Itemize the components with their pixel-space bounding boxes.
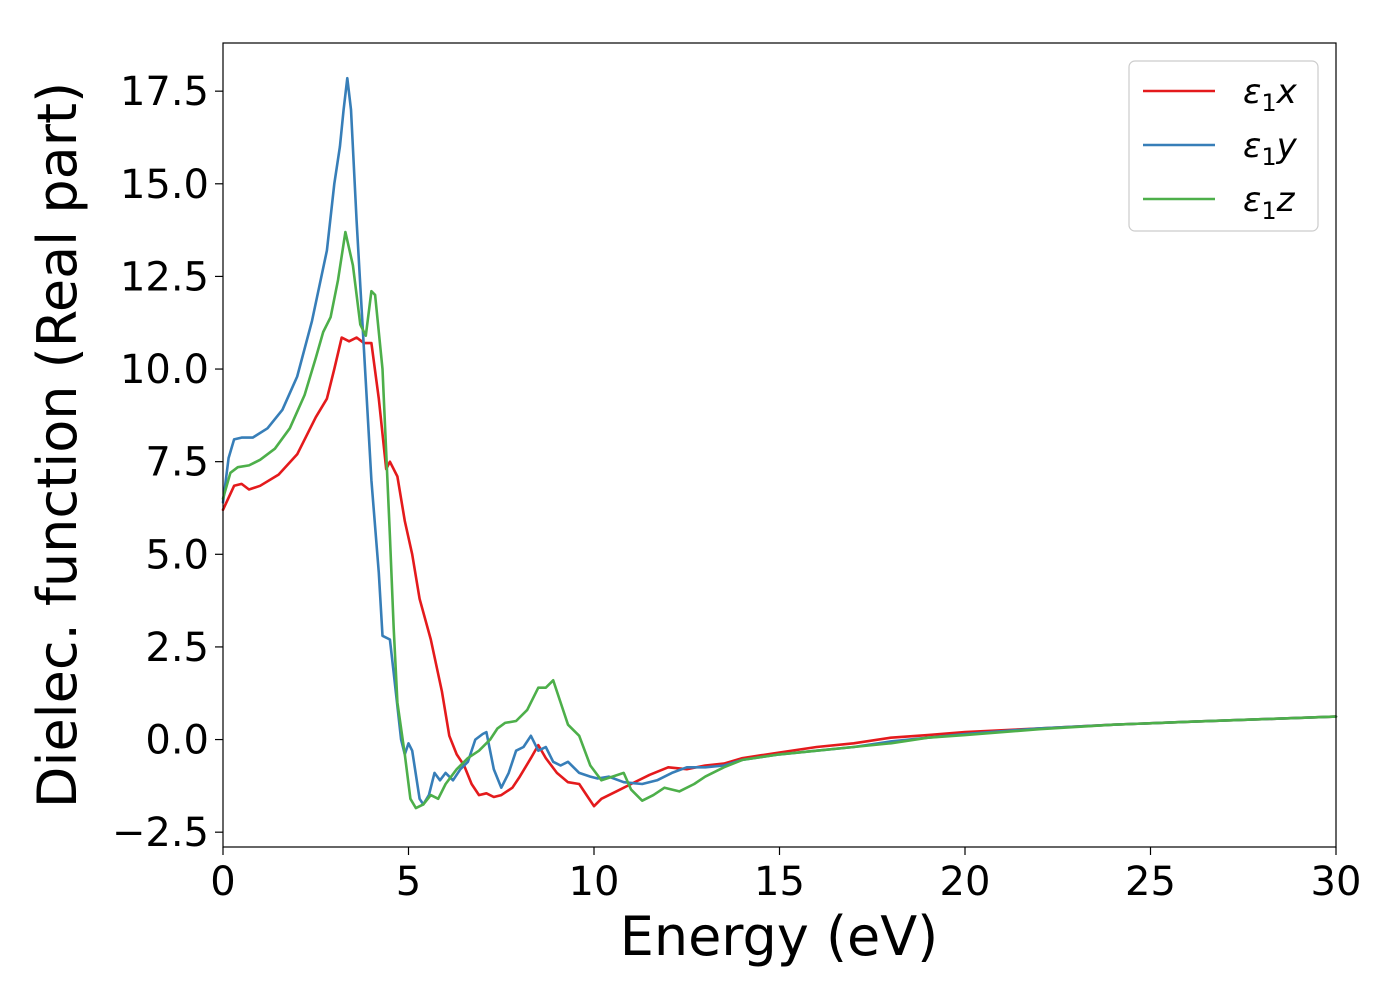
x-tick-label: 10 bbox=[569, 859, 620, 905]
series-layer bbox=[221, 76, 1338, 810]
x-tick-label: 5 bbox=[396, 859, 421, 905]
x-axis-ticks: 0 5 10 15 20 25 30 bbox=[210, 847, 1361, 905]
x-tick-label: 30 bbox=[1311, 859, 1362, 905]
legend-box bbox=[1128, 60, 1319, 232]
x-tick-label: 15 bbox=[754, 859, 805, 905]
y-axis-label: Dielec. function (Real part) bbox=[26, 82, 89, 808]
legend-label-z: ε1z bbox=[1243, 180, 1296, 225]
y-tick-label: 0.0 bbox=[145, 718, 209, 764]
x-tick-label: 25 bbox=[1125, 859, 1176, 905]
x-tick-label: 20 bbox=[940, 859, 991, 905]
y-tick-label: −2.5 bbox=[112, 810, 209, 856]
y-axis-ticks: −2.5 0.0 2.5 5.0 7.5 10.0 12.5 15.0 17.5 bbox=[112, 69, 223, 856]
series-line-x bbox=[221, 336, 1338, 808]
y-tick-label: 7.5 bbox=[145, 440, 209, 486]
legend-items: ε1x ε1y ε1z bbox=[1143, 72, 1298, 225]
series-line-y bbox=[221, 76, 1338, 806]
legend: ε1x ε1y ε1z bbox=[1128, 60, 1319, 232]
y-tick-label: 10.0 bbox=[120, 347, 209, 393]
y-tick-label: 17.5 bbox=[120, 69, 209, 115]
legend-label-y: ε1y bbox=[1243, 126, 1298, 171]
y-tick-label: 15.0 bbox=[120, 162, 209, 208]
legend-label-x: ε1x bbox=[1243, 72, 1298, 117]
x-axis-label: Energy (eV) bbox=[620, 905, 939, 968]
y-tick-label: 2.5 bbox=[145, 625, 209, 671]
y-tick-label: 12.5 bbox=[120, 254, 209, 300]
y-tick-label: 5.0 bbox=[145, 532, 209, 578]
x-tick-label: 0 bbox=[210, 859, 235, 905]
series-line-z bbox=[221, 230, 1338, 810]
